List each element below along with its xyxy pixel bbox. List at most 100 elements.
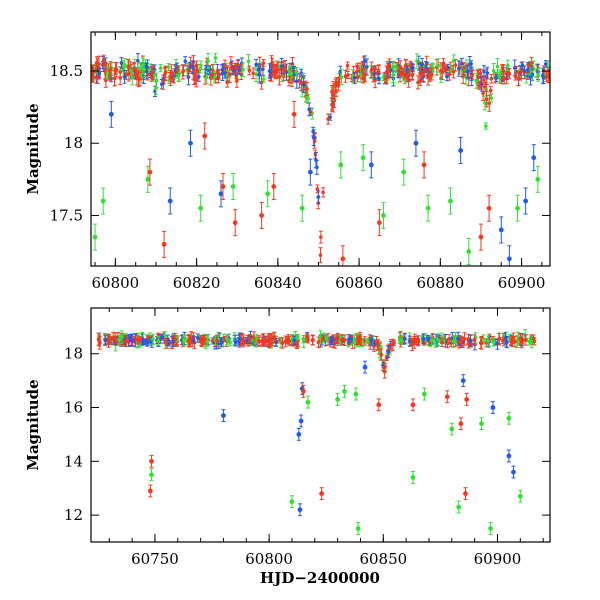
data-point-green [228, 338, 233, 347]
x-tick-label: 60750 [131, 550, 179, 568]
data-point-red [398, 65, 403, 83]
data-point-blue [190, 60, 195, 74]
data-point-red [463, 487, 468, 501]
data-point-red [451, 65, 456, 79]
data-point-red [333, 78, 338, 90]
data-point-red [216, 73, 221, 84]
x-tick-label: 60850 [359, 550, 407, 568]
data-point-red [478, 223, 484, 251]
data-point-red [501, 64, 506, 79]
data-point-red [319, 487, 325, 501]
data-point-blue [108, 100, 114, 128]
data-point-red [215, 334, 220, 348]
x-tick-label: 60800 [92, 274, 140, 292]
data-point-blue [485, 66, 490, 80]
data-point-red [531, 334, 536, 343]
data-point-blue [386, 345, 391, 359]
data-point-red [113, 336, 118, 344]
data-point-blue [119, 57, 124, 69]
data-point-green [527, 337, 532, 346]
data-point-red [234, 72, 239, 88]
data-point-blue [369, 335, 374, 346]
data-point-blue [456, 331, 461, 346]
data-point-red [321, 187, 326, 198]
data-point-red [429, 67, 434, 81]
data-point-red [251, 67, 256, 80]
data-point-green [486, 335, 491, 347]
data-point-red [488, 86, 493, 95]
data-point-blue [511, 465, 516, 479]
data-point-red [313, 149, 318, 160]
data-point-green [506, 411, 512, 425]
x-tick-label: 60860 [335, 274, 383, 292]
data-point-red [443, 64, 448, 75]
data-point-green [213, 52, 218, 64]
data-point-green [425, 194, 431, 222]
data-point-green [301, 335, 306, 349]
data-point-red [410, 398, 416, 412]
data-point-red [329, 97, 334, 112]
data-point-red [300, 384, 306, 398]
y-tick-label: 14 [64, 452, 83, 470]
data-point-red [131, 63, 136, 77]
data-point-green [295, 334, 300, 341]
data-point-red [134, 69, 139, 86]
data-point-red [163, 337, 168, 344]
data-point-blue [279, 57, 284, 74]
data-point-green [140, 57, 145, 74]
data-point-green [381, 73, 386, 82]
data-point-red [511, 332, 516, 344]
data-point-red [376, 209, 382, 237]
data-point-red [101, 54, 106, 65]
data-point-green [515, 194, 520, 222]
data-point-blue [257, 66, 262, 84]
data-point-blue [456, 60, 461, 77]
data-point-blue [233, 338, 238, 347]
x-tick-label: 60900 [474, 550, 522, 568]
data-point-green [536, 68, 541, 82]
data-point-red [426, 69, 431, 86]
data-point-blue [160, 333, 165, 341]
data-point-green [105, 66, 110, 80]
data-point-red [283, 335, 288, 348]
data-point-green [497, 72, 502, 84]
data-point-green [353, 387, 359, 401]
data-point-green [117, 335, 122, 345]
data-point-blue [183, 56, 188, 67]
data-point-red [544, 71, 549, 83]
data-point-red [137, 71, 142, 87]
data-point-red [135, 335, 140, 345]
data-point-green [181, 334, 186, 347]
data-point-green [338, 151, 344, 179]
data-point-red [326, 113, 331, 125]
data-point-green [212, 71, 217, 83]
data-point-green [305, 395, 311, 409]
y-tick-label: 18 [64, 134, 83, 152]
data-point-red [266, 333, 271, 346]
data-point-red [259, 201, 265, 229]
x-axis-label: HJD−2400000 [260, 569, 380, 587]
data-point-blue [311, 129, 316, 147]
data-point-green [289, 65, 294, 82]
data-point-green [265, 180, 271, 208]
data-point-red [486, 194, 492, 222]
data-point-green [294, 67, 299, 77]
data-point-green [448, 187, 453, 215]
bottom-y-axis-label: Magnitude [24, 379, 42, 470]
data-point-blue [297, 503, 303, 517]
data-point-red [147, 158, 153, 186]
data-point-blue [531, 144, 537, 172]
data-point-red [271, 173, 277, 201]
data-point-blue [167, 187, 173, 215]
data-point-red [118, 71, 123, 85]
data-point-red [415, 336, 420, 345]
data-point-blue [352, 71, 357, 84]
data-point-red [390, 338, 395, 351]
data-point-blue [520, 61, 525, 70]
data-point-blue [195, 333, 200, 343]
data-point-red [202, 122, 208, 150]
data-point-blue [506, 245, 512, 266]
data-point-green [422, 387, 427, 401]
data-point-red [145, 68, 150, 81]
data-point-green [335, 393, 341, 406]
